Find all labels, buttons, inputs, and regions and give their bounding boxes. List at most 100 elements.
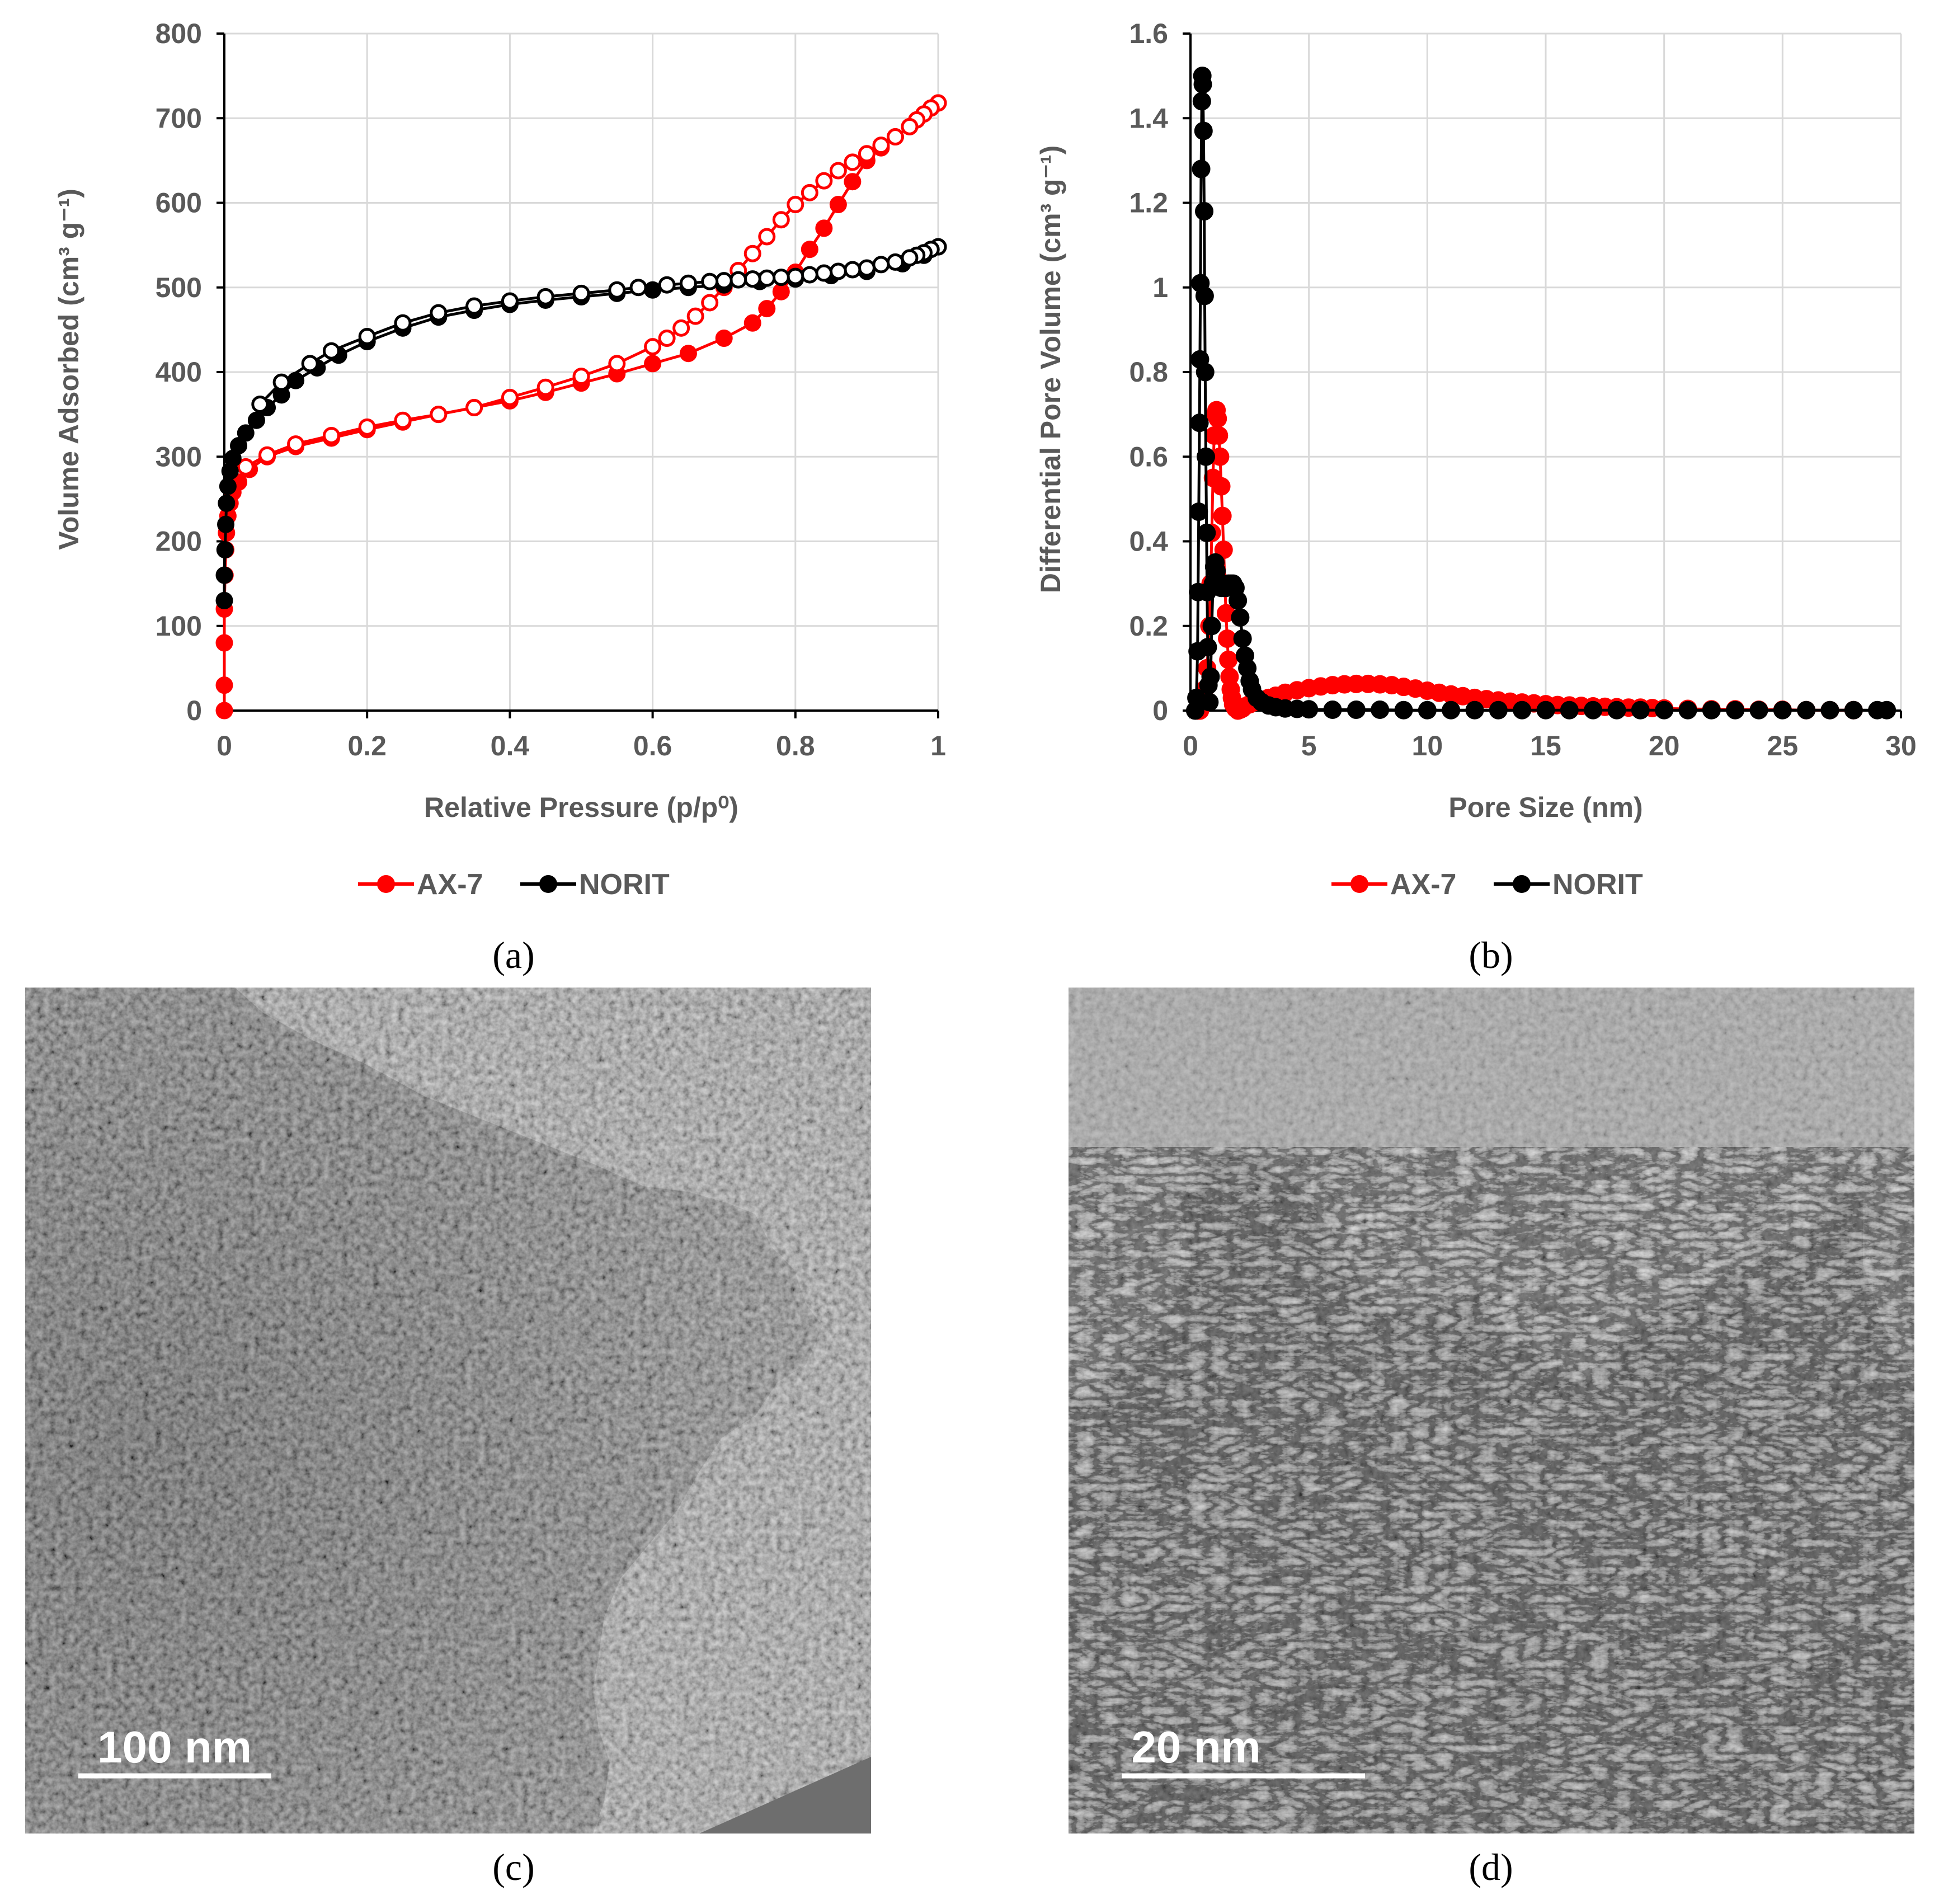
- psd-series-norit-point: [1560, 701, 1579, 720]
- isotherm-series-ax7-desorption-point: [829, 162, 847, 180]
- psd-series-norit-point: [1197, 447, 1216, 466]
- isotherm-series-ax7-desorption-point: [658, 330, 676, 347]
- psd-series-norit-point: [1198, 638, 1217, 657]
- psd-series-norit-point: [1195, 286, 1214, 305]
- psd-series-ax7-line: [1197, 410, 1854, 712]
- isotherm-series-ax7-adsorption-point: [758, 300, 776, 318]
- isotherm-series-ax7-desorption-point: [801, 184, 818, 201]
- isotherm-series-norit-desorption-point: [872, 256, 890, 274]
- isotherm-series-ax7-desorption-point: [572, 368, 590, 385]
- psd-series-norit-point: [1197, 523, 1216, 542]
- isotherm-series-ax7-desorption-point: [901, 117, 919, 135]
- psd-series-norit-point: [1231, 608, 1250, 627]
- psd-series-ax7-point: [1212, 477, 1231, 496]
- isotherm-series-ax7-adsorption-line: [223, 101, 939, 711]
- psd-series-norit-point: [1536, 701, 1555, 720]
- psd-y-tick-label: 0.2: [1129, 610, 1168, 642]
- tem-d-noise: [1069, 988, 1914, 1834]
- isotherm-series-ax7-desorption-point: [358, 418, 376, 436]
- legend-norit-label: NORIT: [1552, 868, 1643, 901]
- isotherm-series-norit-desorption-point: [658, 276, 676, 294]
- psd-series-ax7: [1188, 401, 1863, 720]
- isotherm-x-tick-label: 1: [930, 730, 946, 761]
- psd-series-norit-point: [1442, 701, 1461, 720]
- isotherm-series-norit-desorption-point: [886, 253, 904, 271]
- psd-y-tick-label: 0.8: [1129, 356, 1168, 388]
- psd-series-norit-point: [1323, 700, 1342, 719]
- psd-series-norit-point: [1418, 701, 1437, 720]
- isotherm-series-ax7-desorption: [237, 94, 947, 476]
- isotherm-series-ax7-desorption-point: [772, 211, 790, 229]
- isotherm-x-tick-label: 0: [217, 730, 232, 761]
- psd-series-norit-point: [1192, 159, 1211, 178]
- isotherm-y-tick-label: 300: [156, 441, 202, 472]
- isotherm-series: [215, 94, 947, 720]
- psd-series-norit-point: [1513, 701, 1532, 720]
- isotherm-series-ax7-desorption-point: [287, 435, 305, 453]
- isotherm-series-ax7-adsorption-point: [844, 173, 862, 191]
- isotherm-x-tick-label: 0.6: [633, 730, 672, 761]
- isotherm-series-ax7-desorption-point: [872, 137, 890, 154]
- panel-b-label: (b): [1469, 934, 1513, 976]
- isotherm-series-ax7-adsorption-point: [644, 355, 662, 373]
- psd-series-norit-point: [1194, 121, 1213, 140]
- isotherm-series-ax7-desorption-point: [536, 378, 554, 396]
- isotherm-y-tick-label: 200: [156, 526, 202, 557]
- isotherm-series-norit-desorption-point: [801, 266, 818, 284]
- isotherm-series-norit-desorption-point: [358, 327, 376, 345]
- psd-x-tick-label: 20: [1649, 730, 1680, 761]
- psd-series-ax7-point: [1213, 506, 1232, 525]
- psd-series-norit-point: [1200, 693, 1219, 712]
- isotherm-series-ax7-desorption-point: [322, 426, 340, 444]
- psd-series-norit-point: [1773, 701, 1792, 720]
- isotherm-series-norit-desorption-point: [322, 342, 340, 360]
- psd-series-norit-point: [1347, 700, 1366, 719]
- psd-y-tick-label: 0.6: [1129, 441, 1168, 472]
- psd-y-tick-label: 1.6: [1129, 18, 1168, 49]
- panel-a-label: (a): [492, 934, 534, 976]
- psd-series-norit-point: [1229, 591, 1248, 610]
- isotherm-series-norit-desorption-point: [465, 297, 483, 315]
- isotherm-series-ax7-desorption-point: [237, 458, 255, 476]
- isotherm-y-tick-label: 100: [156, 610, 202, 642]
- isotherm-series-ax7-desorption-point: [258, 446, 276, 464]
- isotherm-series-norit-desorption-point: [701, 272, 719, 290]
- isotherm-series-ax7-adsorption-point: [743, 314, 761, 332]
- psd-x-tick-label: 15: [1530, 730, 1561, 761]
- psd-x-tick-label: 0: [1183, 730, 1198, 761]
- isotherm-series-ax7-desorption-point: [758, 228, 776, 246]
- isotherm-series-ax7-adsorption-point: [715, 330, 733, 347]
- psd-tick-labels: 0 5 10 15 20 25 30 0 0.2 0.4 0.6 0.8 1 1.2 1.4 1.6: [1129, 18, 1916, 761]
- psd-series-ax7-point: [1218, 629, 1237, 648]
- isotherm-series-norit-desorption-point: [272, 373, 290, 391]
- isotherm-y-tick-label: 700: [156, 102, 202, 134]
- psd-series-ax7-point: [1209, 426, 1229, 445]
- isotherm-series-norit-desorption-point: [758, 269, 776, 287]
- psd-series-ax7-point: [1208, 409, 1227, 428]
- psd-series-norit-point: [1193, 75, 1212, 94]
- psd-y-axis-title: Differential Pore Volume (cm³ g⁻¹): [1035, 145, 1066, 594]
- psd-y-tick-label: 1.4: [1129, 102, 1168, 134]
- isotherm-tick-labels: 0 0.2 0.4 0.6 0.8 1 0 100 200 300 400 500 600 700 800: [156, 18, 946, 761]
- psd-series: [1185, 67, 1896, 720]
- isotherm-series-ax7-desorption-point: [743, 245, 761, 262]
- isotherm-series-norit-desorption-point: [829, 262, 847, 280]
- panel-d-label: (d): [1469, 1846, 1513, 1888]
- tem-image-100nm: [25, 988, 871, 1834]
- isotherm-series-norit-desorption-point: [787, 267, 804, 285]
- isotherm-y-tick-label: 0: [186, 695, 202, 726]
- isotherm-series-norit-adsorption-point: [218, 494, 236, 512]
- psd-legend: AX-7 NORIT: [1331, 868, 1643, 901]
- psd-series-norit-point: [1196, 363, 1215, 382]
- isotherm-series-norit-desorption-point: [844, 261, 862, 279]
- isotherm-series-norit-desorption-point: [572, 284, 590, 302]
- psd-series-norit-point: [1489, 701, 1508, 720]
- isotherm-series-norit-desorption-point: [301, 355, 319, 373]
- isotherm-series-norit-desorption-point: [679, 274, 697, 292]
- isotherm-series-ax7-desorption-point: [701, 294, 719, 312]
- legend-norit-marker: [539, 875, 557, 893]
- psd-gridlines: [1189, 32, 1902, 712]
- psd-series-ax7-point: [1219, 650, 1238, 669]
- legend-norit-marker: [1513, 875, 1531, 893]
